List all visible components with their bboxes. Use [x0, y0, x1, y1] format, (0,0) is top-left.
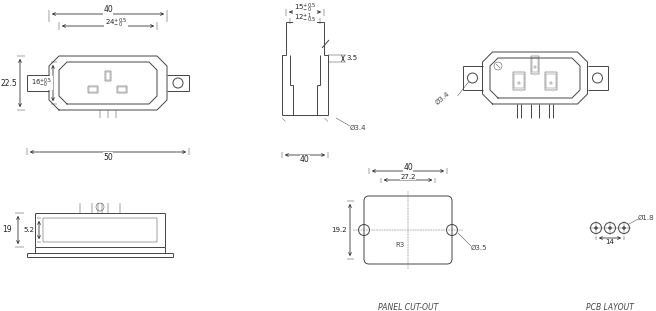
Text: 3.5: 3.5: [346, 55, 358, 62]
Text: $16^{+0.5}_{-0}$: $16^{+0.5}_{-0}$: [31, 76, 52, 90]
Circle shape: [623, 226, 626, 230]
Bar: [545, 72, 557, 90]
Bar: [118, 87, 126, 92]
Text: 14: 14: [605, 239, 615, 245]
Text: Ø3.5: Ø3.5: [471, 245, 487, 251]
Text: Ø3.4: Ø3.4: [434, 91, 451, 106]
Text: R3: R3: [396, 242, 405, 248]
Bar: [105, 71, 111, 81]
Text: PCB LAYOUT: PCB LAYOUT: [586, 303, 634, 311]
Circle shape: [594, 226, 598, 230]
Bar: [117, 86, 127, 93]
Bar: [546, 74, 556, 88]
Text: 5.2: 5.2: [24, 227, 35, 233]
Text: $24^{+0.5}_{-0}$: $24^{+0.5}_{-0}$: [105, 16, 127, 30]
Text: $12^{+1}_{-0.5}$: $12^{+1}_{-0.5}$: [294, 11, 316, 25]
Text: 27.2: 27.2: [400, 174, 416, 180]
Bar: [106, 72, 110, 80]
Bar: [514, 74, 524, 88]
Text: PANEL CUT-OUT: PANEL CUT-OUT: [378, 303, 438, 311]
Bar: [88, 86, 98, 93]
Bar: [532, 58, 538, 72]
Text: Ø1.8: Ø1.8: [638, 215, 655, 221]
Text: 50: 50: [103, 152, 113, 161]
Text: $15^{+0.5}_{-0}$: $15^{+0.5}_{-0}$: [294, 1, 316, 15]
Text: 22.5: 22.5: [1, 78, 17, 87]
Text: 40: 40: [403, 164, 413, 173]
Text: 40: 40: [300, 156, 310, 165]
Text: 19: 19: [2, 225, 12, 234]
Bar: [531, 56, 539, 74]
Text: Ø3.4: Ø3.4: [350, 125, 367, 131]
Text: 19.2: 19.2: [331, 227, 347, 233]
Text: 40: 40: [103, 6, 113, 15]
Circle shape: [609, 226, 611, 230]
Bar: [89, 87, 97, 92]
Bar: [513, 72, 525, 90]
